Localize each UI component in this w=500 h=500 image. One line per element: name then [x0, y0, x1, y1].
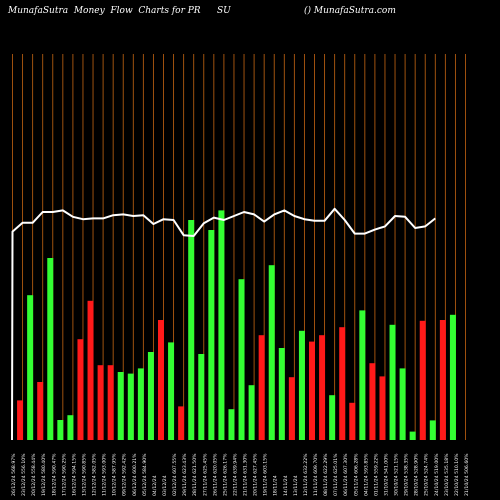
money-flow-bar — [97, 365, 104, 440]
x-tick-label: 25/10/24 524.74% — [424, 453, 430, 496]
money-flow-bar — [298, 330, 305, 440]
x-tick-label: 23/12/24 556.10% — [21, 453, 27, 496]
x-tick-label: 18/11/24 — [273, 475, 279, 496]
money-flow-bar — [329, 395, 336, 440]
x-tick-label: 22/11/24 639.94% — [232, 453, 238, 496]
money-flow-bar — [389, 324, 396, 440]
money-flow-bar — [439, 320, 446, 440]
money-flow-bar — [47, 258, 54, 440]
chart-title-symbol: SU — [217, 6, 231, 16]
x-tick-label: 12/11/24 632.22% — [303, 453, 309, 496]
money-flow-bar — [178, 406, 185, 440]
x-tick-label: 02/12/24 607.55% — [172, 453, 178, 496]
x-tick-label: 04/11/24 593.85% — [363, 453, 369, 496]
x-tick-label: 29/11/24 623.43% — [182, 453, 188, 496]
x-tick-label: 03/12/24 — [162, 475, 168, 496]
price-line-group — [11, 207, 436, 441]
price-line — [11, 207, 436, 441]
x-tick-label: 11/12/24 593.00% — [102, 453, 108, 496]
x-tick-label: 01/11/24 559.22% — [373, 453, 379, 496]
money-flow-bar — [258, 335, 265, 440]
money-flow-bar — [198, 354, 205, 440]
x-tick-label: 13/12/24 590.85% — [81, 453, 87, 496]
x-tick-label: 10/12/24 587.95% — [112, 453, 118, 496]
x-tick-label: 05/11/24 606.28% — [353, 453, 359, 496]
x-tick-label: 28/10/24 528.90% — [414, 453, 420, 496]
money-flow-bar — [268, 265, 275, 440]
money-flow-bar — [158, 320, 164, 440]
x-tick-label: 21/11/24 631.30% — [243, 453, 249, 496]
x-tick-label: 19/12/24 580.40% — [41, 453, 47, 496]
x-tick-label: 05/12/24 584.90% — [142, 453, 148, 496]
x-tick-label: 04/12/24 — [152, 475, 158, 496]
x-tick-label: 31/10/24 541.00% — [383, 453, 389, 496]
x-tick-label: 20/11/24 627.45% — [253, 453, 259, 496]
x-tick-label: 16/12/24 594.15% — [71, 453, 77, 496]
x-tick-label: 14/11/24 — [283, 475, 289, 496]
x-tick-labels: 26/12/24 568.97% 23/12/24 556.10% 20/12/24… — [11, 453, 470, 496]
x-tick-label: 17/12/24 590.25% — [61, 453, 67, 496]
money-flow-bar — [369, 363, 376, 440]
x-tick-label: 09/12/24 592.42% — [122, 453, 128, 496]
x-tick-label: 24/10/24 519.00% — [434, 453, 440, 496]
money-flow-bar — [77, 339, 84, 440]
money-flow-bar — [449, 314, 456, 440]
money-flow-bar — [429, 420, 436, 440]
money-flow-bar — [218, 210, 225, 440]
x-tick-label: 19/11/24 603.15% — [263, 453, 269, 496]
money-flow-bar — [87, 300, 94, 440]
x-tick-label: 26/12/24 568.97% — [11, 453, 17, 496]
money-flow-bar — [117, 372, 124, 440]
x-tick-label: 06/12/24 600.21% — [132, 453, 138, 496]
chart-title-site: () MunafaSutra.com — [304, 6, 396, 16]
x-tick-label: 08/11/24 622.29% — [323, 453, 329, 496]
money-flow-bar — [208, 230, 215, 440]
money-flow-bar — [238, 279, 245, 440]
money-flow-bar — [288, 377, 295, 440]
x-tick-label: 27/11/24 625.45% — [202, 453, 208, 496]
money-flow-bar — [147, 352, 154, 440]
money-flow-bar — [319, 335, 326, 440]
money-flow-bar — [409, 431, 416, 440]
x-tick-label: 12/12/24 582.05% — [92, 453, 98, 496]
money-flow-bar — [349, 402, 356, 440]
money-flow-bars — [17, 210, 456, 440]
x-tick-label: 28/11/24 621.50% — [192, 453, 198, 496]
x-tick-label: 30/10/24 521.15% — [394, 453, 400, 496]
x-tick-label: 23/10/24 535.18% — [444, 453, 450, 496]
money-flow-bar — [137, 368, 144, 440]
money-flow-bar — [228, 409, 235, 440]
x-tick-label: 21/10/24 506.60% — [464, 453, 470, 496]
money-flow-bar — [37, 382, 44, 440]
money-flow-bar — [248, 385, 255, 440]
money-flow-bar — [57, 420, 64, 440]
x-tick-label: 07/11/24 625.01% — [333, 453, 339, 496]
money-flow-bar — [339, 327, 346, 440]
chart-title-left: MunafaSutra Money Flow Charts for PR — [8, 6, 201, 16]
x-tick-label: 25/11/24 626.17% — [222, 453, 228, 496]
money-flow-bar — [278, 348, 285, 440]
x-tick-label: 29/10/24 538.35% — [404, 453, 410, 496]
money-flow-bar — [419, 320, 426, 440]
x-tick-label: 20/12/24 558.44% — [31, 453, 37, 496]
money-flow-bar — [107, 365, 114, 440]
x-tick-label: 18/12/24 590.47% — [51, 453, 57, 496]
x-tick-label: 13/11/24 — [293, 475, 299, 496]
money-flow-bar — [127, 373, 134, 440]
x-tick-label: 06/11/24 607.30% — [343, 453, 349, 496]
money-flow-bar — [67, 415, 74, 440]
x-tick-label: 26/11/24 620.05% — [212, 453, 218, 496]
x-tick-label: 22/10/24 510.10% — [454, 453, 460, 496]
money-flow-bar — [399, 368, 406, 440]
money-flow-bar — [309, 341, 315, 440]
money-flow-bar — [188, 220, 195, 440]
money-flow-bar — [168, 342, 175, 440]
money-flow-bar — [27, 295, 34, 440]
money-flow-bar — [359, 310, 366, 440]
money-flow-bar — [379, 376, 386, 440]
x-tick-label: 11/11/24 609.70% — [313, 453, 319, 496]
money-flow-bar — [17, 400, 24, 440]
